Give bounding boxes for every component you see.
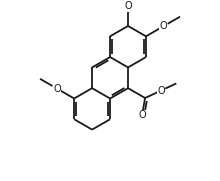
Text: O: O bbox=[124, 1, 132, 11]
Text: O: O bbox=[138, 110, 146, 121]
Text: O: O bbox=[157, 85, 165, 96]
Text: O: O bbox=[159, 22, 167, 31]
Text: O: O bbox=[53, 84, 61, 94]
